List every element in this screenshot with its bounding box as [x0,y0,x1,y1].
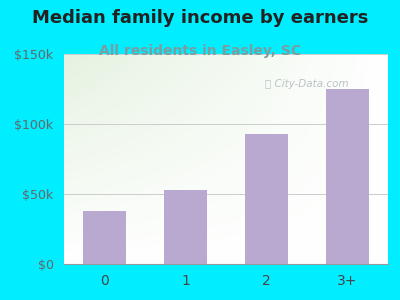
Text: All residents in Easley, SC: All residents in Easley, SC [99,44,301,58]
Text: ⓘ City-Data.com: ⓘ City-Data.com [265,79,348,89]
Bar [164,190,206,264]
Bar [84,211,126,264]
Bar [246,134,288,264]
Bar [326,89,368,264]
Text: Median family income by earners: Median family income by earners [32,9,368,27]
